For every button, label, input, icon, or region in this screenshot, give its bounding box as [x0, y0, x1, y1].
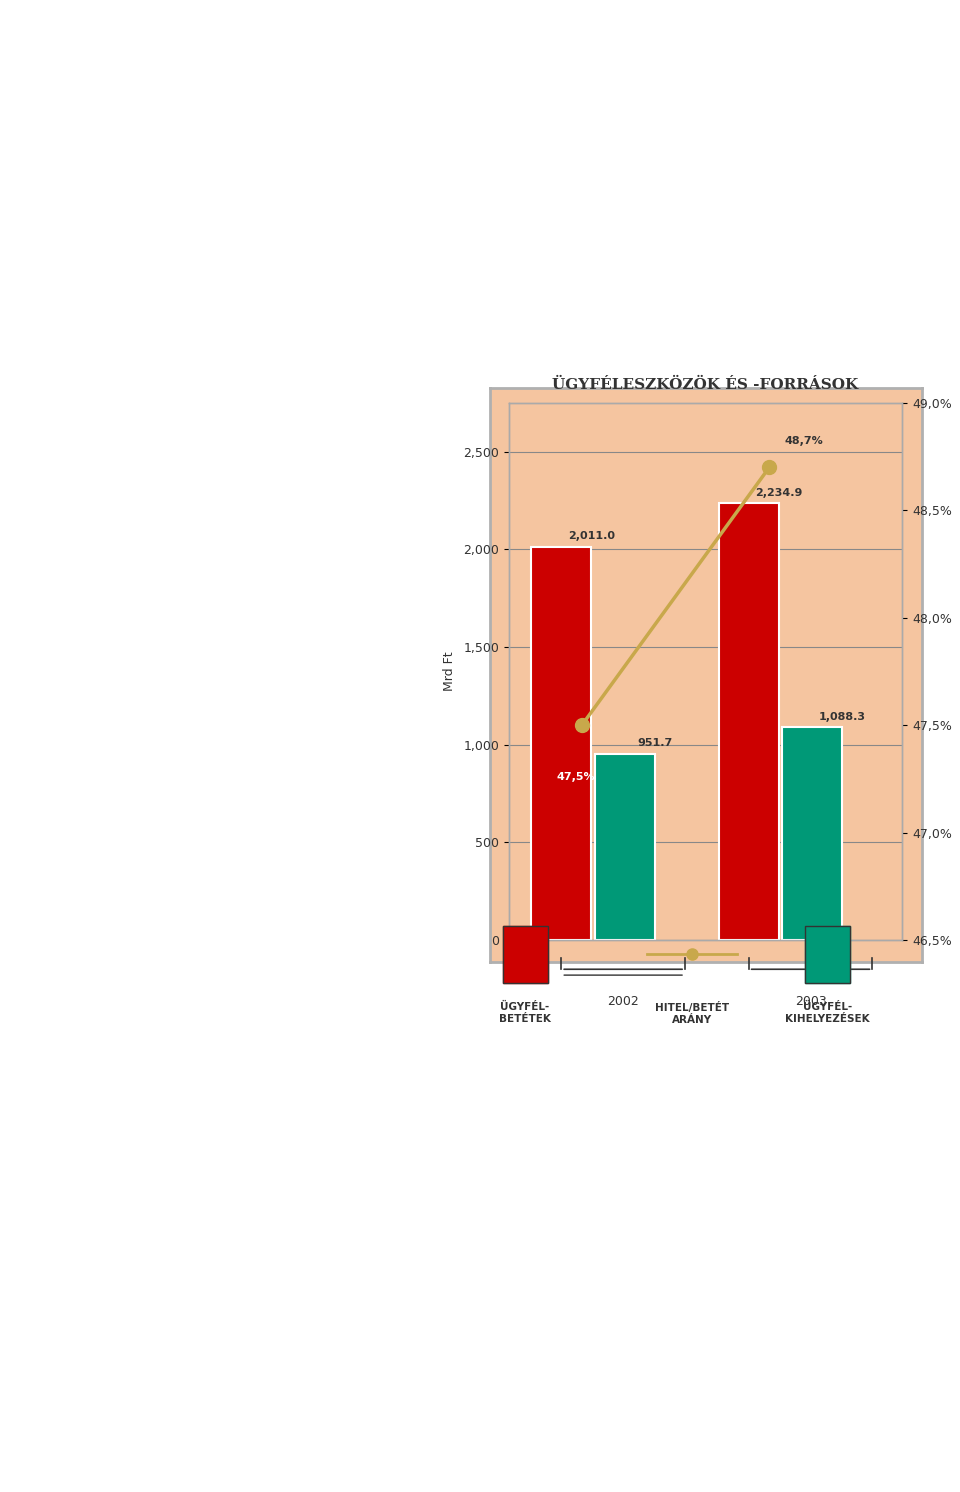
Bar	[503, 925, 547, 983]
Y-axis label: Mrd Ft: Mrd Ft	[444, 652, 456, 691]
Text: 2003: 2003	[795, 995, 827, 1007]
Text: 2,011.0: 2,011.0	[567, 531, 614, 542]
Bar	[804, 925, 850, 983]
Bar	[804, 925, 850, 983]
Text: 2002: 2002	[608, 995, 639, 1007]
Bar	[719, 503, 779, 940]
Text: ÜGYFÉL-
KIHELYEZÉSEK: ÜGYFÉL- KIHELYEZÉSEK	[785, 1003, 870, 1024]
Bar	[782, 728, 843, 940]
Bar	[503, 925, 547, 983]
Bar	[531, 548, 591, 940]
Text: 2,234.9: 2,234.9	[755, 488, 803, 498]
Text: 47,5%: 47,5%	[557, 773, 595, 782]
Text: 48,7%: 48,7%	[784, 436, 823, 446]
Text: 1,088.3: 1,088.3	[819, 712, 866, 722]
Bar	[595, 753, 655, 940]
Text: HITEL/BETÉT
ARÁNY: HITEL/BETÉT ARÁNY	[655, 1003, 730, 1025]
Text: 951.7: 951.7	[637, 739, 673, 747]
Title: ÜGYFÉLESZKÖZÖK ÉS -FORRÁSOK: ÜGYFÉLESZKÖZÖK ÉS -FORRÁSOK	[552, 377, 859, 392]
Text: ÜGYFÉL-
BETÉTEK: ÜGYFÉL- BETÉTEK	[499, 1003, 551, 1024]
